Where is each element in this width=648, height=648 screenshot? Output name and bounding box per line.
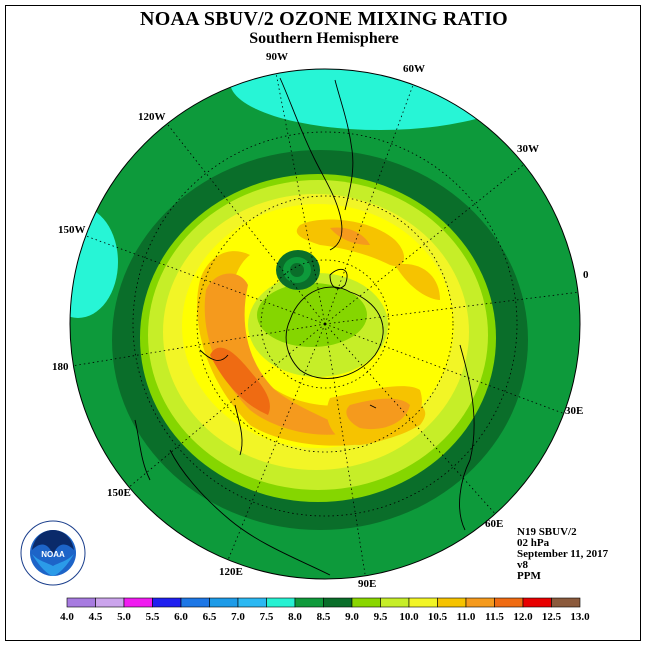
longitude-labels: 90W 60W 30W 0 30E 60E 90E 120E 150E 180 …	[52, 51, 589, 590]
lon-label: 90W	[266, 51, 288, 63]
color-swatch	[180, 597, 210, 608]
lon-label: 120E	[219, 566, 243, 578]
color-swatch	[351, 597, 381, 608]
lon-label: 60W	[403, 63, 425, 75]
color-swatch	[209, 597, 239, 608]
color-tick-label: 4.5	[89, 611, 103, 623]
color-tick-label: 6.0	[174, 611, 188, 623]
color-swatch	[408, 597, 438, 608]
color-swatch	[522, 597, 552, 608]
page-title: NOAA SBUV/2 OZONE MIXING RATIO	[140, 8, 508, 30]
color-tick-label: 9.5	[374, 611, 388, 623]
ozone-field	[70, 69, 580, 579]
color-tick-label: 9.0	[345, 611, 359, 623]
color-tick-label: 12.0	[513, 611, 533, 623]
color-legend: 4.0 4.5 5.0 5.5 6.0 6.5 7.0 7.5 8.0 8.5 9.0 9.5 10.0…	[60, 597, 590, 623]
color-swatch	[152, 597, 182, 608]
color-tick-label: 5.0	[117, 611, 131, 623]
lon-label: 150E	[107, 487, 131, 499]
color-tick-label: 7.5	[260, 611, 274, 623]
color-tick-label: 10.0	[399, 611, 419, 623]
noaa-logo-text: NOAA	[41, 550, 65, 559]
color-tick-label: 6.5	[203, 611, 217, 623]
noaa-logo: NOAA	[20, 520, 86, 586]
band-12-0-north	[330, 227, 370, 245]
date-label: September 11, 2017	[517, 548, 609, 560]
lon-label: 90E	[358, 578, 376, 590]
color-swatch	[465, 597, 495, 608]
color-swatch	[266, 597, 296, 608]
lon-label: 180	[52, 361, 69, 373]
plot-frame	[5, 5, 641, 641]
lon-label: 30E	[565, 405, 583, 417]
color-tick-label: 5.5	[146, 611, 160, 623]
color-tick-label: 4.0	[60, 611, 74, 623]
coastlines	[134, 77, 475, 576]
color-swatch	[494, 597, 524, 608]
color-swatch	[437, 597, 467, 608]
lon-label: 30W	[517, 143, 539, 155]
color-legend-ticks: 4.0 4.5 5.0 5.5 6.0 6.5 7.0 7.5 8.0 8.5 9.0 9.5 10.0…	[60, 611, 590, 623]
color-swatch	[323, 597, 353, 608]
map-boundary	[69, 68, 581, 580]
satellite-label: N19 SBUV/2	[517, 526, 577, 538]
cyan-region-top	[230, 69, 530, 130]
lon-label: 120W	[138, 111, 166, 123]
band-12-0-south	[346, 398, 410, 430]
version-label: v8	[517, 559, 528, 571]
color-swatch	[95, 597, 125, 608]
color-swatch	[551, 597, 581, 608]
color-tick-label: 8.5	[317, 611, 331, 623]
color-tick-label: 11.0	[457, 611, 476, 623]
graticule	[71, 69, 580, 575]
color-tick-label: 13.0	[570, 611, 590, 623]
page-subtitle: Southern Hemisphere	[249, 30, 399, 47]
color-swatch	[123, 597, 153, 608]
units-label: PPM	[517, 570, 541, 582]
lon-label: 0	[583, 269, 589, 281]
lon-label: 150W	[58, 224, 86, 236]
color-tick-label: 10.5	[428, 611, 448, 623]
color-swatch	[237, 597, 267, 608]
color-tick-label: 12.5	[542, 611, 562, 623]
pressure-level: 02 hPa	[517, 537, 550, 549]
color-swatch	[294, 597, 324, 608]
color-tick-label: 11.5	[485, 611, 504, 623]
color-swatch	[66, 597, 96, 608]
lon-label: 60E	[485, 518, 503, 530]
color-tick-label: 8.0	[288, 611, 302, 623]
band-12-5-west	[210, 347, 270, 415]
vortex-8-0	[290, 263, 304, 277]
color-tick-label: 7.0	[231, 611, 245, 623]
band-11-5-east	[395, 264, 440, 300]
band-11-5-north	[296, 219, 405, 266]
color-legend-swatches	[66, 597, 581, 608]
color-swatch	[380, 597, 410, 608]
